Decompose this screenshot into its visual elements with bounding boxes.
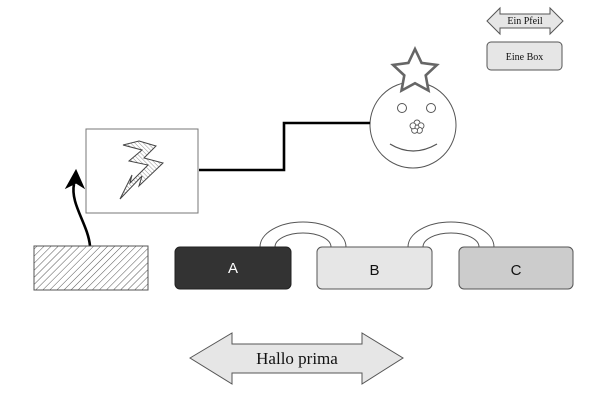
chain-box-b-label: B — [369, 262, 379, 279]
banner-label: Hallo prima — [256, 349, 338, 368]
chain-box-c: C — [458, 246, 574, 290]
chain-box-a-label: A — [228, 260, 238, 277]
legend-box: Eine Box — [486, 41, 563, 71]
chain-link-bc — [407, 221, 495, 248]
lightning-box — [85, 128, 199, 214]
banner-arrow: Hallo prima — [189, 332, 404, 385]
chain-link-ab — [259, 221, 347, 248]
connector-line — [199, 121, 370, 172]
chain-box-a: A — [174, 246, 292, 290]
chain-box-c-label: C — [511, 262, 522, 279]
curved-arrow-head — [64, 168, 86, 190]
flower-icon — [409, 119, 425, 134]
face-right-eye — [426, 103, 436, 113]
hatched-box — [33, 245, 149, 291]
face-icon — [369, 81, 457, 169]
lightning-icon — [119, 140, 164, 200]
legend-arrow-label: Ein Pfeil — [507, 16, 542, 27]
legend-arrow: Ein Pfeil — [486, 6, 564, 36]
star-icon — [390, 45, 440, 94]
legend-box-label: Eine Box — [506, 52, 544, 63]
curved-arrow — [72, 183, 92, 247]
face-left-eye — [397, 103, 407, 113]
face-mouth — [389, 143, 438, 152]
chain-box-b: B — [316, 246, 433, 290]
